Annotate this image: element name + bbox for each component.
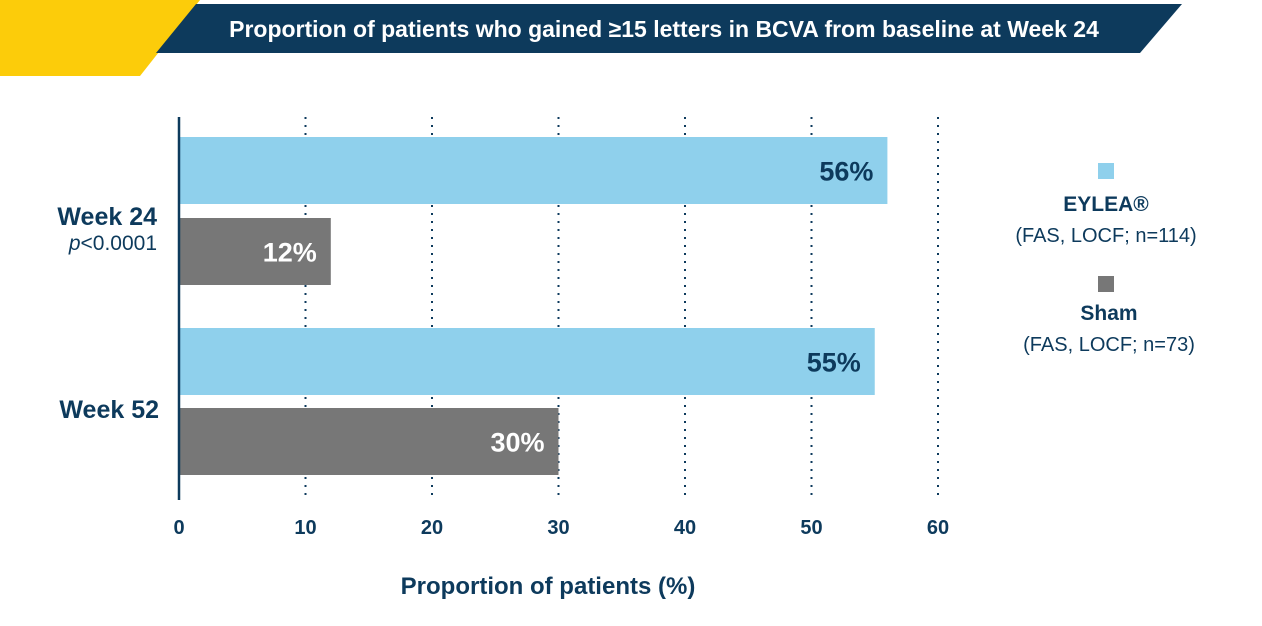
bar-label-sham-week-52: 30%: [490, 428, 544, 458]
x-tick-50: 50: [800, 517, 822, 539]
bar-sham-week-24: [180, 218, 331, 285]
bar-value-labels: 56% 12% 55% 30%: [263, 157, 874, 458]
bars: [180, 137, 888, 475]
bar-label-sham-week-24: 12%: [263, 238, 317, 268]
x-tick-30: 30: [547, 517, 569, 539]
category-week-52: Week 52: [59, 396, 159, 424]
legend-name-sham: Sham: [1080, 302, 1137, 325]
banner-navy-bar: [156, 4, 1182, 53]
x-tick-0: 0: [173, 517, 184, 539]
legend-name-eylea: EYLEA®: [1063, 193, 1149, 216]
legend-swatch-sham: [1098, 276, 1114, 292]
banner-yellow-accent: [0, 0, 200, 76]
bar-sham-week-52: [180, 408, 559, 475]
x-tick-60: 60: [927, 517, 949, 539]
legend-sub-sham: (FAS, LOCF; n=73): [1023, 334, 1195, 356]
legend-sub-eylea: (FAS, LOCF; n=114): [1015, 225, 1196, 247]
x-axis-label: Proportion of patients (%): [401, 573, 696, 600]
bar-label-eylea-week-52: 55%: [807, 348, 861, 378]
x-tick-10: 10: [294, 517, 316, 539]
category-week-24: Week 24 p<0.0001: [57, 203, 157, 255]
category-label-week-24: Week 24: [57, 203, 157, 231]
bar-eylea-week-52: [180, 328, 875, 395]
x-tick-40: 40: [674, 517, 696, 539]
x-tick-labels: 0 10 20 30 40 50 60: [173, 517, 949, 539]
legend-swatch-eylea: [1098, 163, 1114, 179]
bar-label-eylea-week-24: 56%: [819, 157, 873, 187]
category-label-week-52: Week 52: [59, 396, 159, 424]
bar-eylea-week-24: [180, 137, 888, 204]
title-banner: Proportion of patients who gained ≥15 le…: [0, 0, 1182, 76]
p-value-week-24: p<0.0001: [68, 232, 157, 255]
chart-title: Proportion of patients who gained ≥15 le…: [229, 16, 1099, 42]
x-tick-20: 20: [421, 517, 443, 539]
legend: EYLEA® (FAS, LOCF; n=114) Sham (FAS, LOC…: [1015, 163, 1197, 356]
